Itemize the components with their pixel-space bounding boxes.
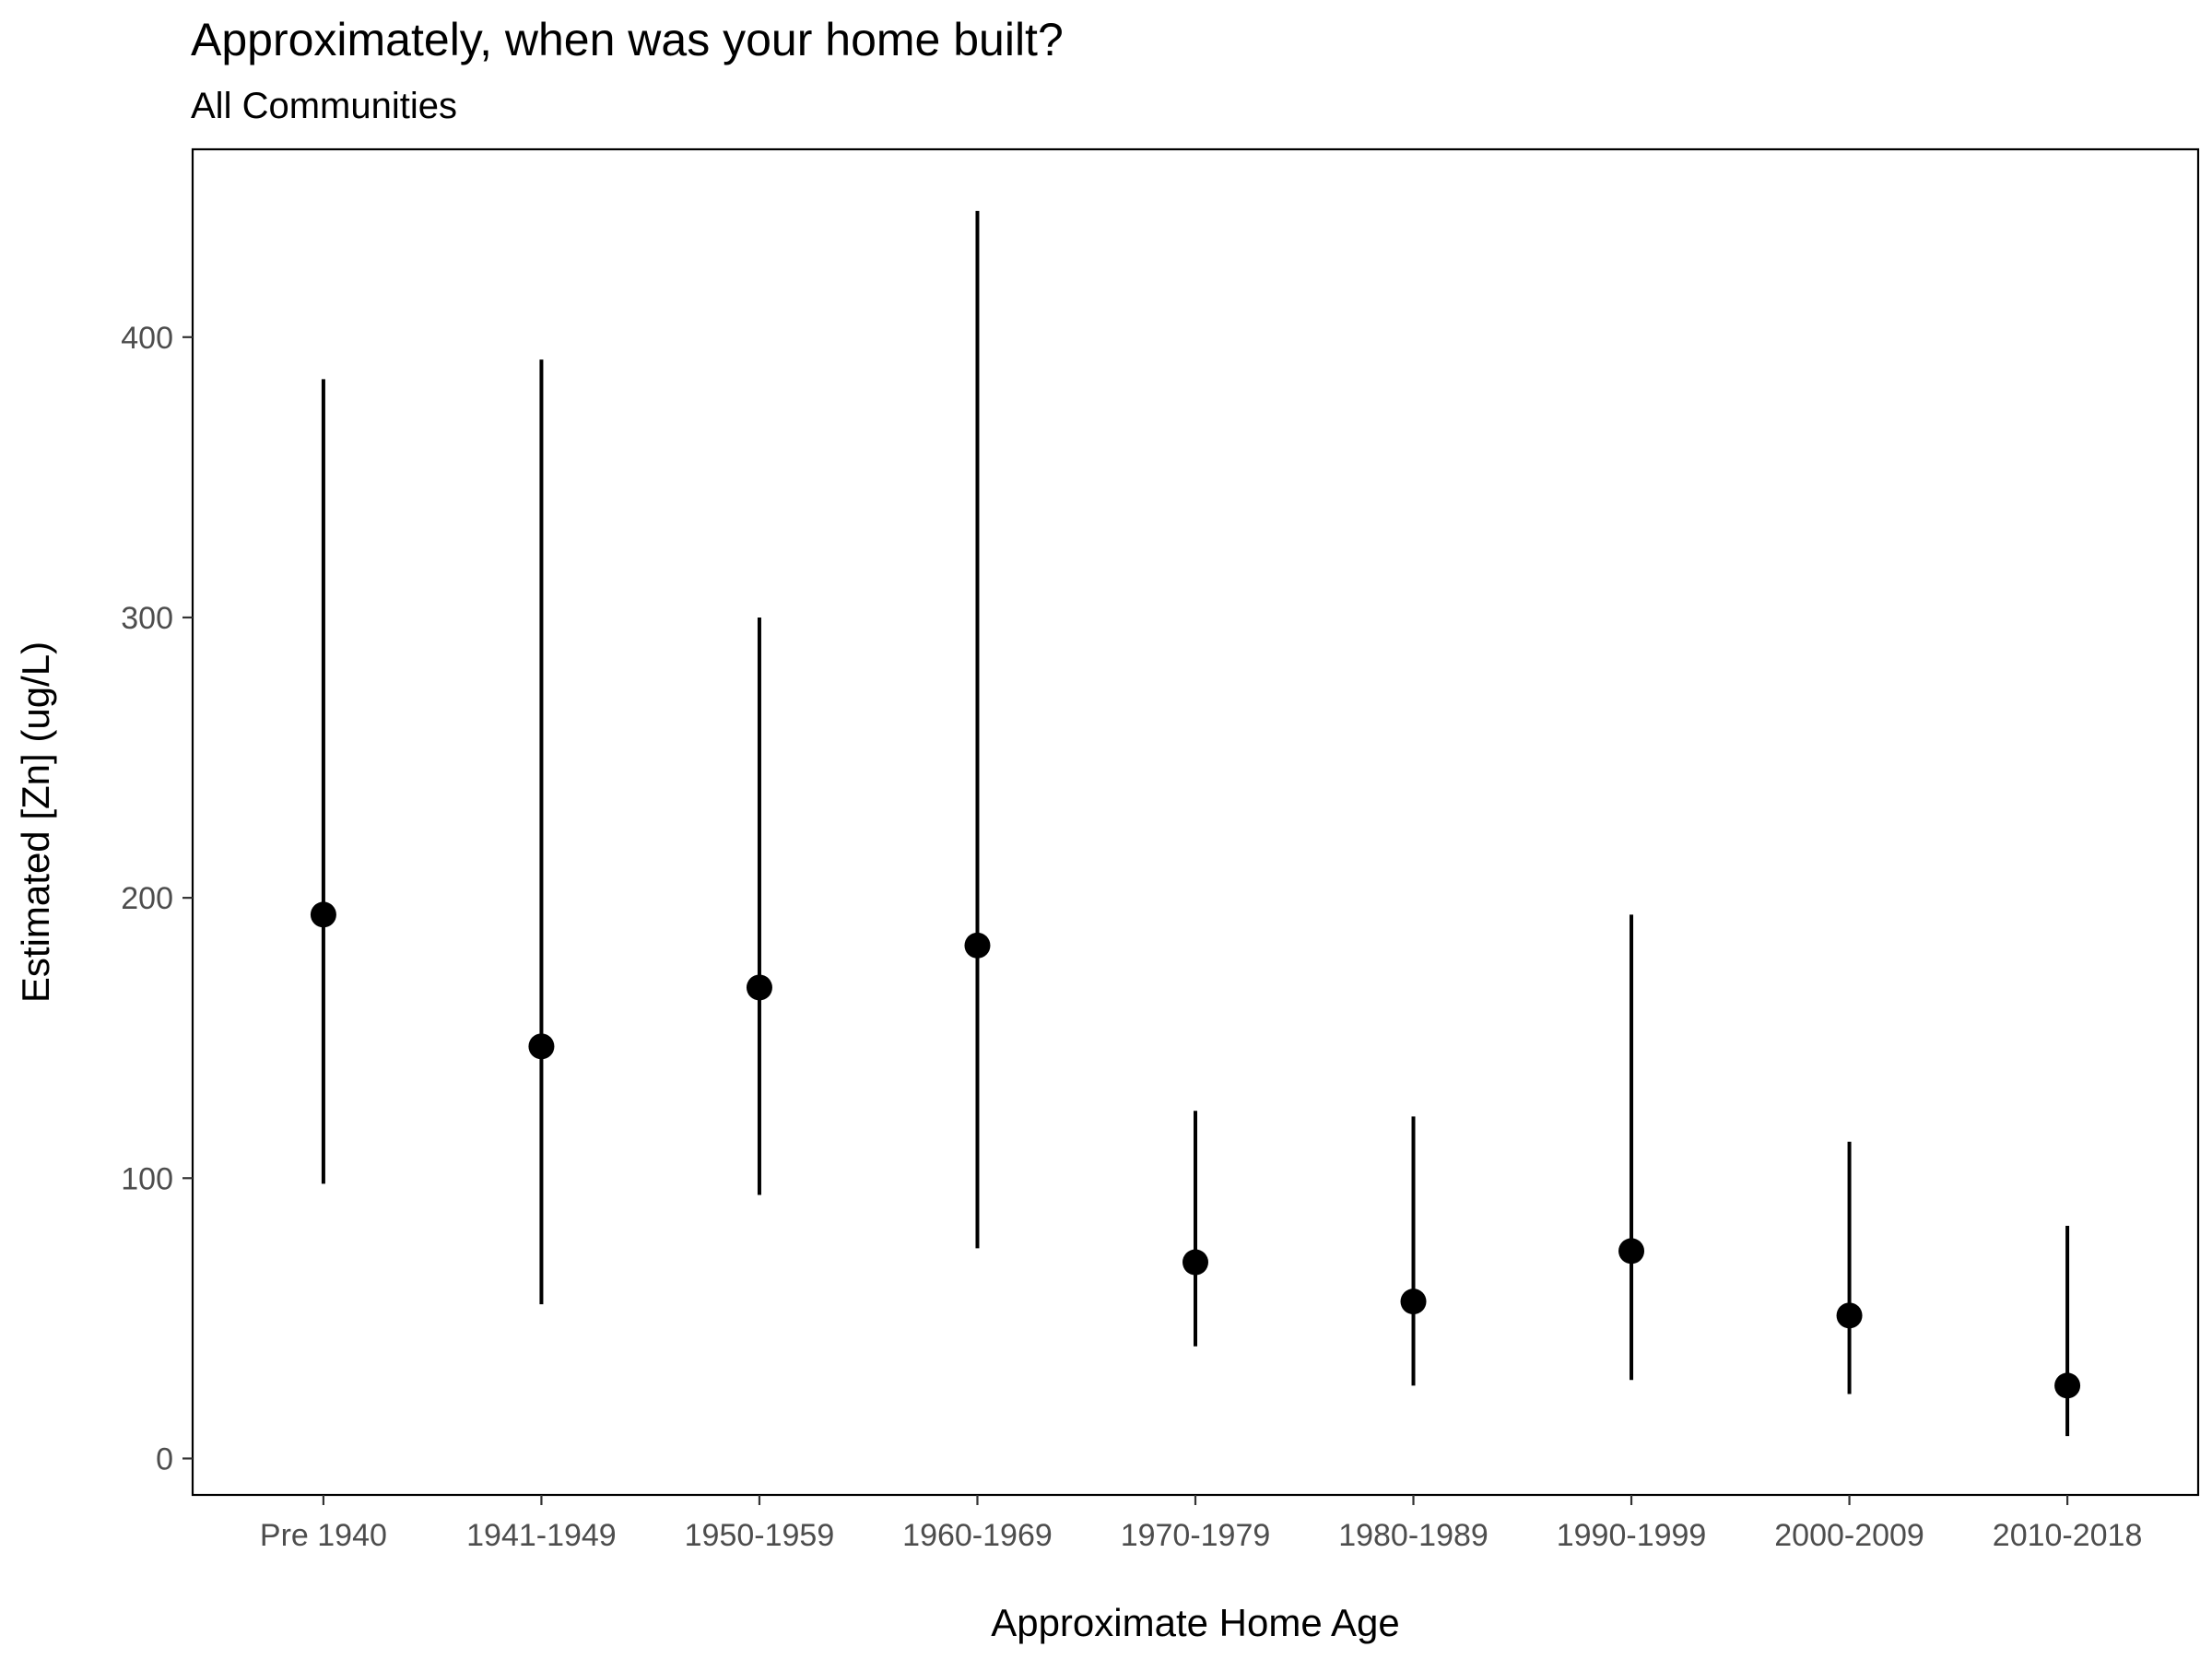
- data-point: [1836, 1302, 1863, 1329]
- x-axis: Pre 1940 1941-1949 1950-1959 1960-1969 1970-…: [260, 1495, 2142, 1553]
- data-point: [1618, 1238, 1645, 1265]
- y-axis-title: Estimated [Zn] (ug/L): [14, 641, 57, 1003]
- chart-marks: [310, 210, 2081, 1437]
- y-tick-label: 0: [156, 1441, 173, 1477]
- y-tick-label: 100: [121, 1161, 173, 1196]
- data-point: [2054, 1372, 2081, 1399]
- data-point: [746, 974, 772, 1001]
- x-tick-label: 1970-1979: [1121, 1518, 1271, 1553]
- x-tick-label: 2000-2009: [1774, 1518, 1924, 1553]
- x-tick-label: 2010-2018: [1993, 1518, 2143, 1553]
- data-point: [964, 932, 991, 959]
- x-tick-label: 1990-1999: [1557, 1518, 1707, 1553]
- data-point: [528, 1033, 555, 1060]
- y-tick-label: 400: [121, 321, 173, 356]
- data-point: [310, 901, 336, 928]
- x-tick-label: 1980-1989: [1338, 1518, 1488, 1553]
- data-point: [1400, 1288, 1427, 1315]
- x-tick-label: Pre 1940: [260, 1518, 387, 1553]
- x-tick-label: 1950-1959: [685, 1518, 835, 1553]
- x-tick-label: 1960-1969: [902, 1518, 1053, 1553]
- y-axis: 0 100 200 300 400: [121, 321, 193, 1477]
- data-point: [1182, 1249, 1208, 1276]
- chart-subtitle: All Communities: [191, 86, 457, 126]
- x-axis-title: Approximate Home Age: [991, 1601, 1400, 1644]
- chart-title: Approximately, when was your home built?: [191, 14, 1064, 65]
- y-tick-label: 300: [121, 601, 173, 636]
- x-tick-label: 1941-1949: [466, 1518, 617, 1553]
- y-tick-label: 200: [121, 881, 173, 916]
